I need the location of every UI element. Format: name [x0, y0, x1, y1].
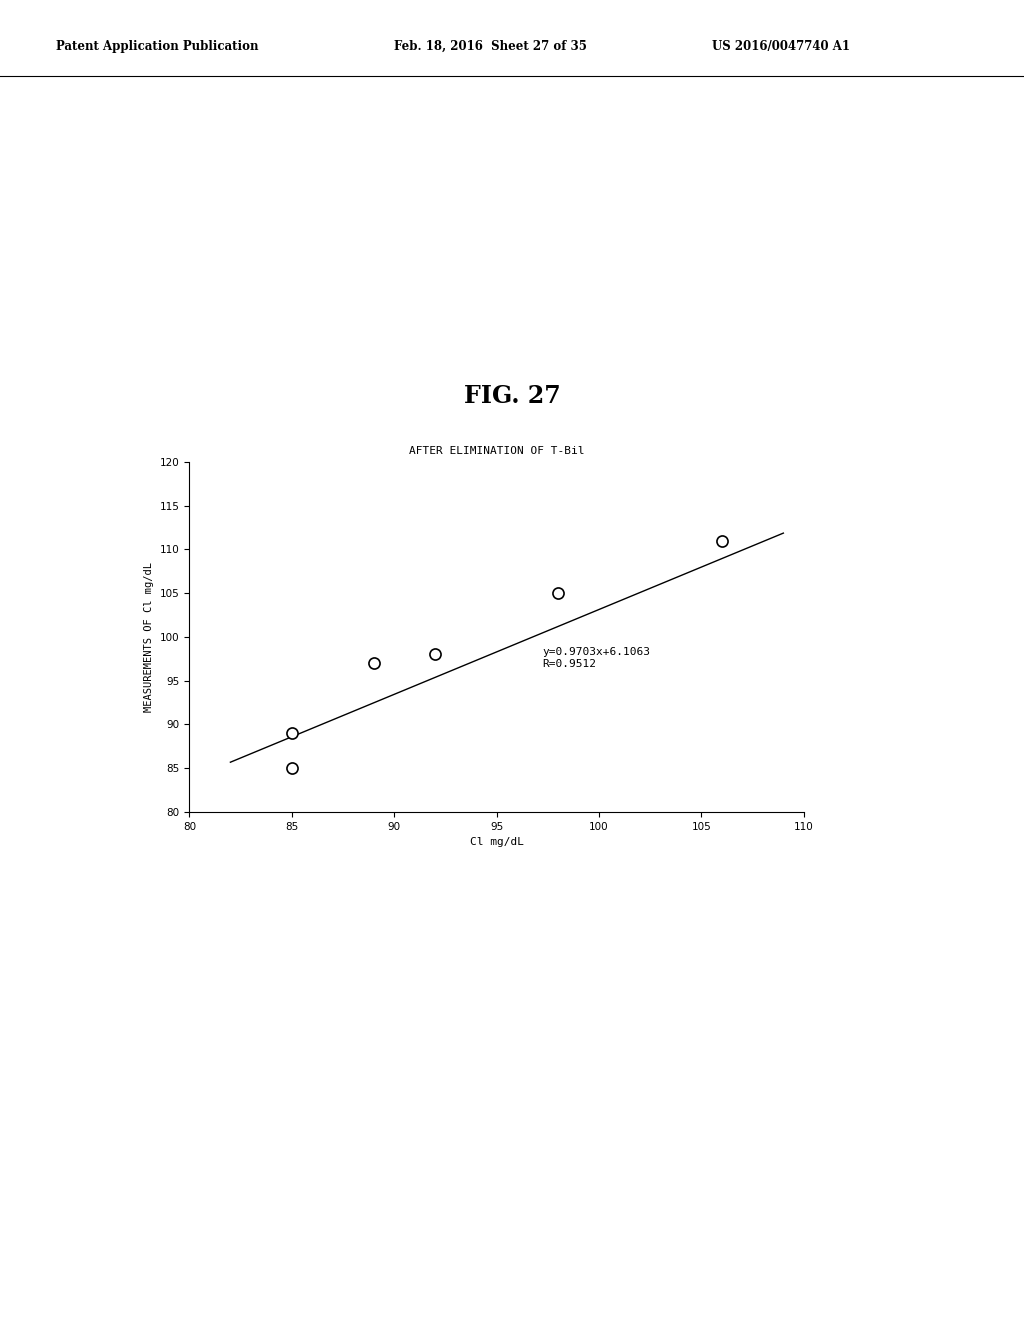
Point — [366, 652, 382, 673]
X-axis label: Cl mg/dL: Cl mg/dL — [470, 837, 523, 847]
Point — [284, 722, 300, 743]
Text: Patent Application Publication: Patent Application Publication — [56, 40, 259, 53]
Point — [427, 644, 443, 665]
Text: FIG. 27: FIG. 27 — [464, 384, 560, 408]
Y-axis label: MEASUREMENTS OF Cl mg/dL: MEASUREMENTS OF Cl mg/dL — [144, 562, 155, 711]
Point — [714, 531, 730, 552]
Point — [550, 582, 566, 603]
Text: US 2016/0047740 A1: US 2016/0047740 A1 — [712, 40, 850, 53]
Point — [284, 758, 300, 779]
Text: Feb. 18, 2016  Sheet 27 of 35: Feb. 18, 2016 Sheet 27 of 35 — [394, 40, 587, 53]
Text: y=0.9703x+6.1063
R=0.9512: y=0.9703x+6.1063 R=0.9512 — [543, 647, 650, 669]
Title: AFTER ELIMINATION OF T-Bil: AFTER ELIMINATION OF T-Bil — [409, 446, 585, 455]
